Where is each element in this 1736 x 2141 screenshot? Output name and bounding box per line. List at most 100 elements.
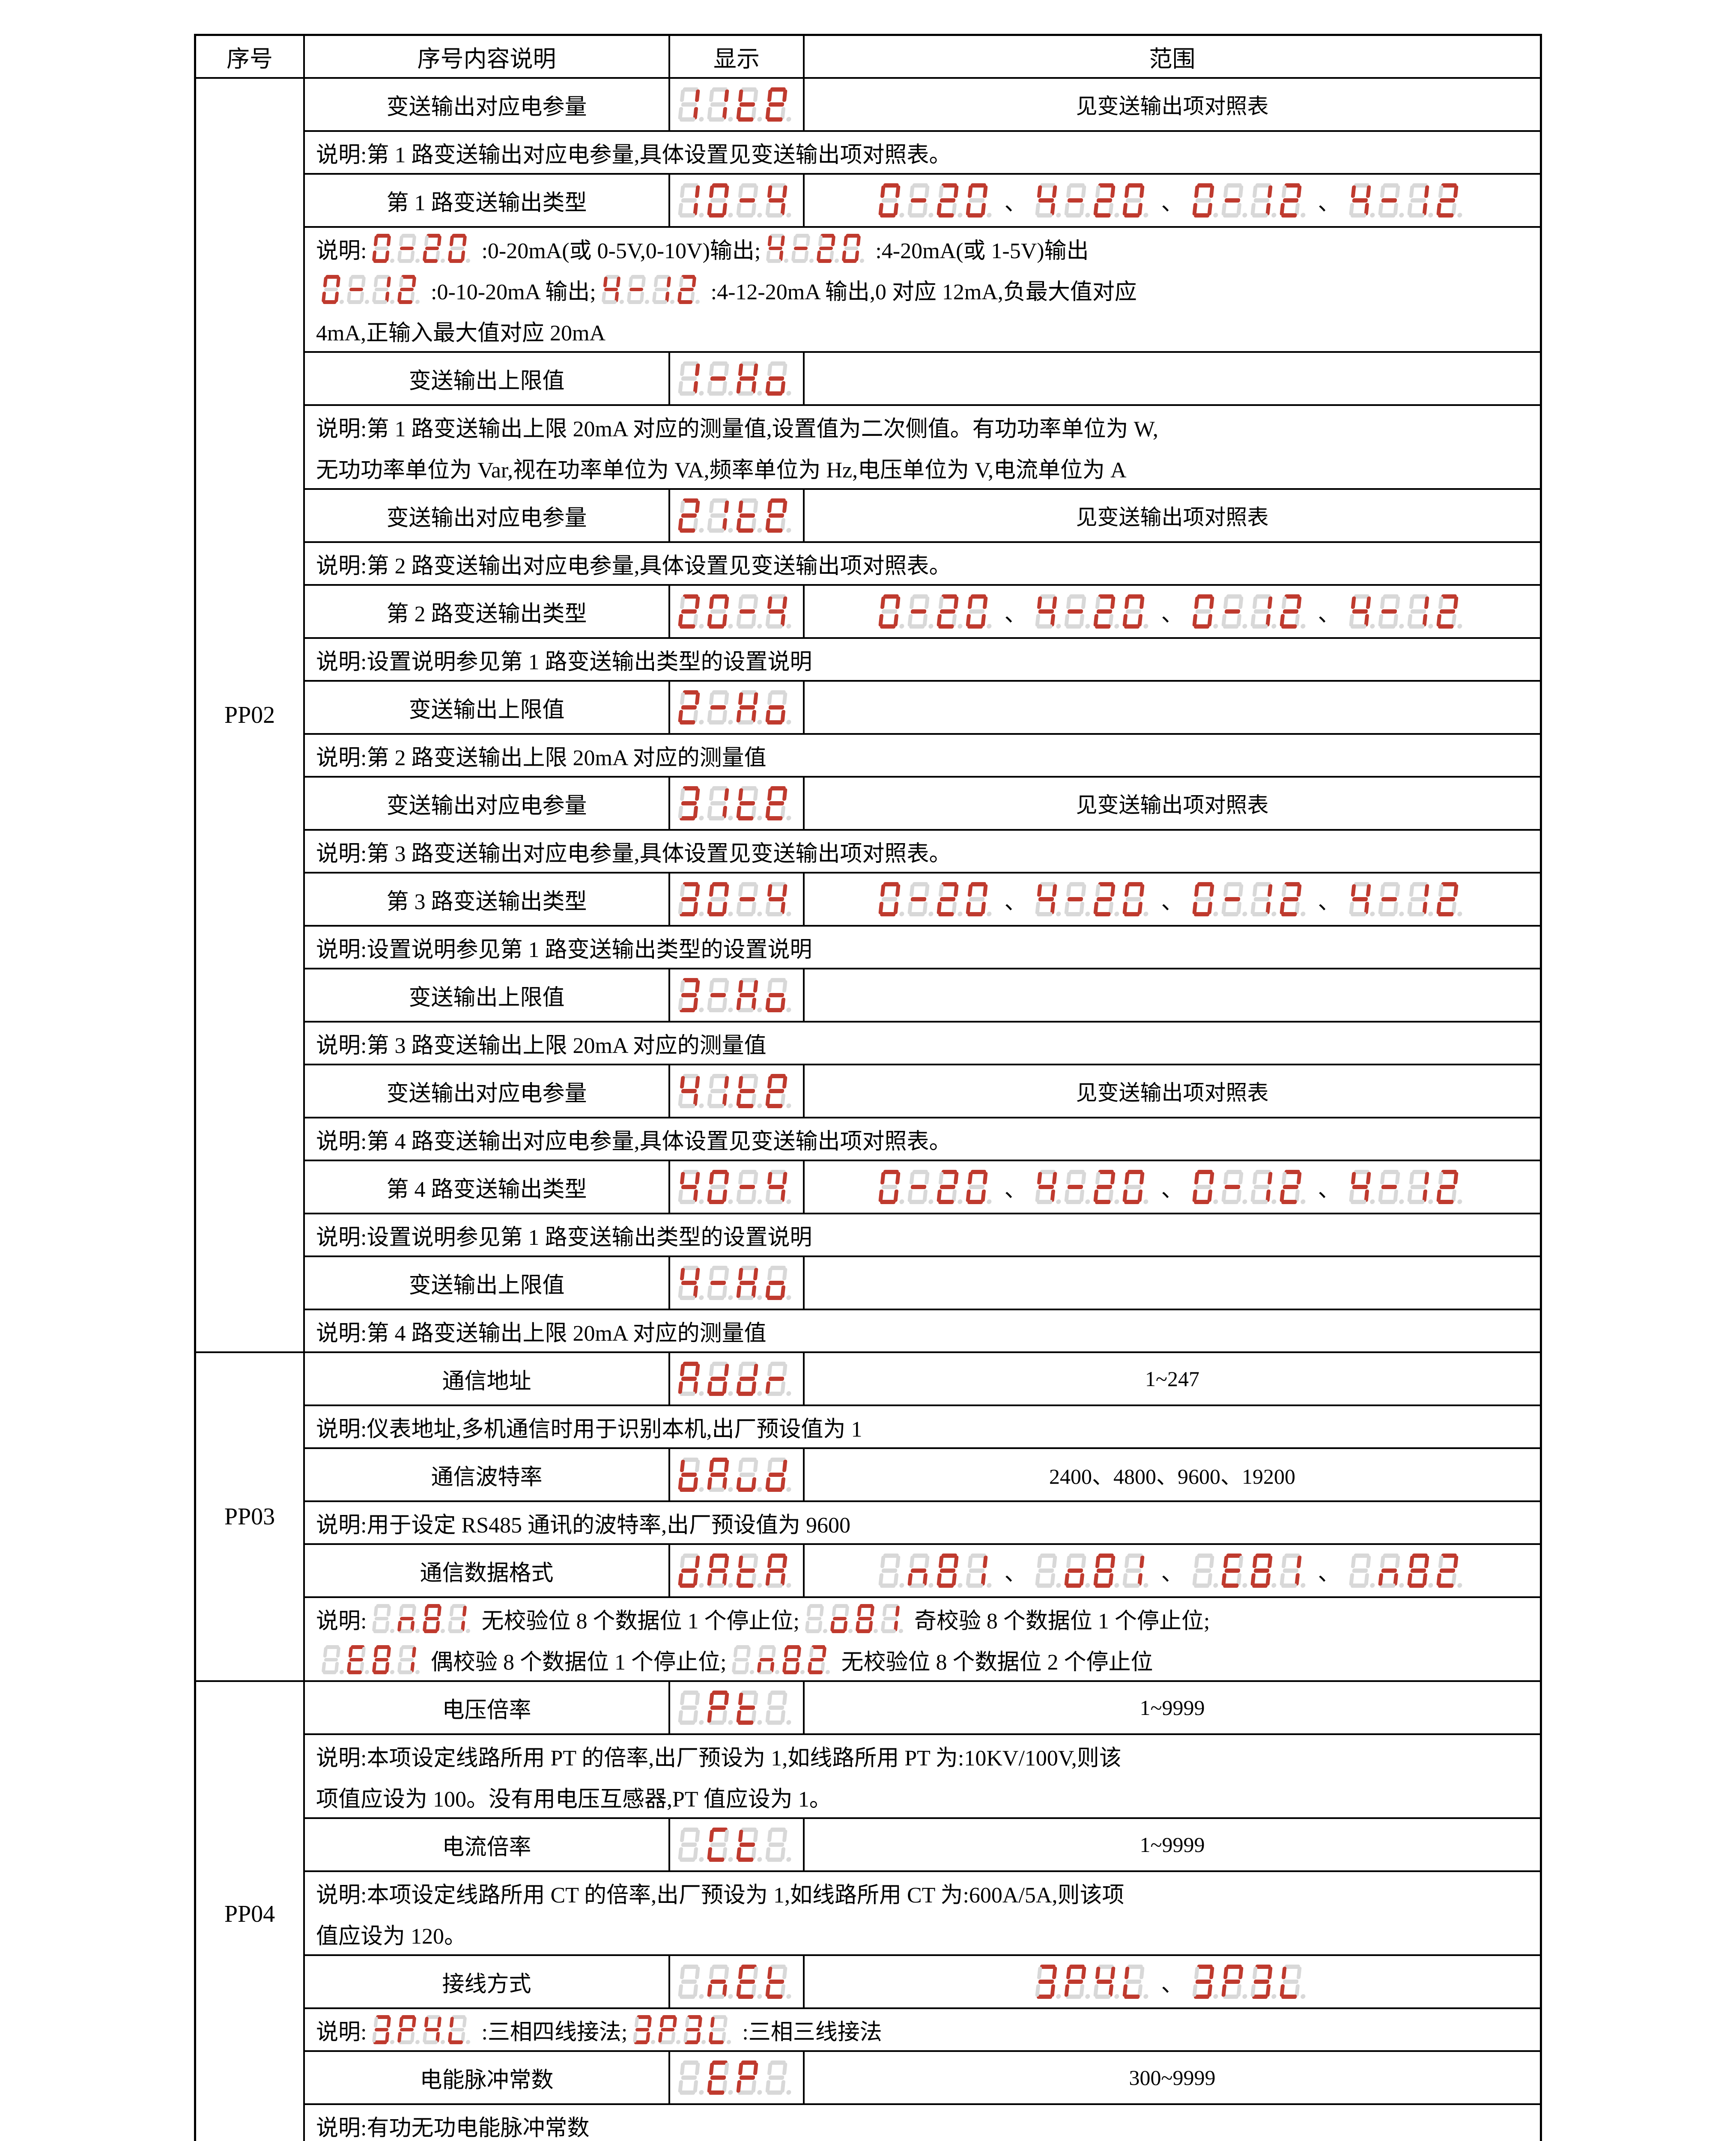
segment-f (1194, 185, 1199, 198)
segment-b (386, 2017, 391, 2028)
segment-g (858, 1616, 872, 1621)
header-col-serial: 序号 (196, 36, 305, 77)
seven-segment-display (678, 1458, 795, 1492)
segment-f (1351, 596, 1356, 609)
note-line: 说明:设置说明参见第 1 路变送输出类型的设置说明 (316, 1214, 1527, 1255)
range-text: 见变送输出项对照表 (1076, 505, 1269, 529)
segment-g (739, 1979, 755, 1984)
segment-f (709, 1363, 714, 1377)
segment-b (1139, 1172, 1145, 1185)
parameter-name: 变送输出对应电参量 (305, 490, 670, 541)
segment-f (767, 788, 773, 801)
segment-g (1351, 1184, 1368, 1190)
note-text: 说明:仪表地址,多机通信时用于识别本机,出厂预设值为 1 (316, 1417, 862, 1442)
segment-g (349, 1658, 364, 1662)
seven-segment-digit (830, 1604, 853, 1633)
seven-segment-digit (1221, 1965, 1247, 1999)
table-body: PP02 变送输出对应电参量 见变送输出项对照表 说明:第 1 路变送输出对应电参量,… (196, 77, 1540, 2141)
seven-segment-digit (736, 978, 762, 1012)
segment-g (400, 2028, 414, 2032)
segment-g (739, 198, 755, 203)
decimal-point (1369, 1583, 1375, 1588)
segment-d (967, 912, 984, 916)
seven-segment-digit (707, 1458, 733, 1492)
segment-d (909, 1583, 925, 1588)
range-separator: 、 (1161, 1561, 1184, 1586)
segment-f (1252, 1172, 1258, 1185)
segment-g (1096, 609, 1113, 614)
note-line: 4mA,正输入最大值对应 20mA (316, 310, 1527, 351)
seven-segment-digit (1378, 594, 1404, 629)
segment-f (1223, 1555, 1229, 1568)
segment-d (1066, 1583, 1082, 1588)
seven-segment-display (678, 498, 795, 533)
segment-b (924, 884, 930, 897)
segment-g (710, 897, 726, 902)
segment-b (724, 1829, 729, 1843)
segment-f (758, 1647, 764, 1658)
seven-segment-digit (626, 275, 650, 304)
segment-f (1351, 884, 1356, 897)
seven-segment-digit (855, 1604, 878, 1633)
segment-b (780, 236, 785, 247)
decimal-point (928, 624, 934, 629)
segment-g (881, 198, 898, 203)
segment-g (1096, 1184, 1113, 1190)
seven-segment-digit (966, 882, 992, 916)
segment-f (1223, 596, 1229, 609)
decimal-point (1242, 1583, 1247, 1588)
decimal-point (728, 1857, 733, 1862)
decimal-point (390, 2040, 395, 2044)
seven-segment-digit (937, 183, 963, 218)
segment-f (709, 788, 714, 801)
decimal-point (757, 816, 762, 820)
decimal-point (786, 1857, 791, 1862)
seven-segment-digit (1348, 882, 1375, 916)
decimal-point (957, 1199, 963, 1204)
seven-segment-digit (765, 786, 791, 820)
segment-b (1139, 1966, 1145, 1980)
segment-b (695, 1966, 700, 1980)
seven-segment-digit (736, 1691, 762, 1725)
note-line: 说明: 无校验位 8 个数据位 1 个停止位; 奇校验 8 个数据位 1 个停止位; (316, 1598, 1527, 1639)
note-cell: 说明:设置说明参见第 1 路变送输出类型的设置说明 (305, 1214, 1540, 1255)
decimal-point (1143, 1583, 1149, 1588)
segment-b (753, 500, 758, 513)
segment-g (910, 198, 927, 203)
segment-g (739, 993, 755, 998)
segment-f (793, 236, 798, 247)
segment-f (680, 2062, 685, 2075)
header-col-range: 范围 (1149, 46, 1196, 72)
segment-d (880, 912, 896, 916)
note-row: 说明:用于设定 RS485 通讯的波特率,出厂预设值为 9600 (305, 1500, 1540, 1543)
decimal-point (809, 259, 814, 263)
decimal-point (957, 912, 963, 916)
seven-segment-display (678, 978, 795, 1012)
segment-f (939, 1172, 944, 1185)
note-line: 项值应设为 100。没有用电压互感器,PT 值应设为 1。 (316, 1776, 1527, 1817)
segment-f (767, 1555, 773, 1568)
segment-b (753, 692, 758, 705)
decimal-point (1271, 912, 1277, 916)
segment-g (1096, 1979, 1113, 1984)
segment-b (856, 236, 861, 247)
decimal-point (784, 259, 789, 263)
segment-g (940, 1568, 956, 1573)
segment-g (1038, 897, 1055, 902)
segment-g (940, 198, 956, 203)
seven-segment-display (601, 275, 705, 304)
segment-g (881, 1568, 898, 1573)
note-row: 说明:第 4 路变送输出上限 20mA 对应的测量值 (305, 1309, 1540, 1351)
note-row: 说明:设置说明参见第 1 路变送输出类型的设置说明 (305, 637, 1540, 680)
note-line: 说明:设置说明参见第 1 路变送输出类型的设置说明 (316, 927, 1527, 968)
segment-g (768, 1088, 784, 1094)
segment-g (681, 993, 697, 998)
decimal-point (1300, 624, 1306, 629)
segment-b (1081, 1555, 1087, 1568)
segment-b (695, 1829, 700, 1843)
decimal-point (757, 1103, 762, 1108)
seven-segment-digit (1279, 882, 1306, 916)
segment-g (681, 1842, 697, 1847)
seven-segment-display (1035, 594, 1152, 629)
seven-segment-display (1348, 1170, 1466, 1204)
